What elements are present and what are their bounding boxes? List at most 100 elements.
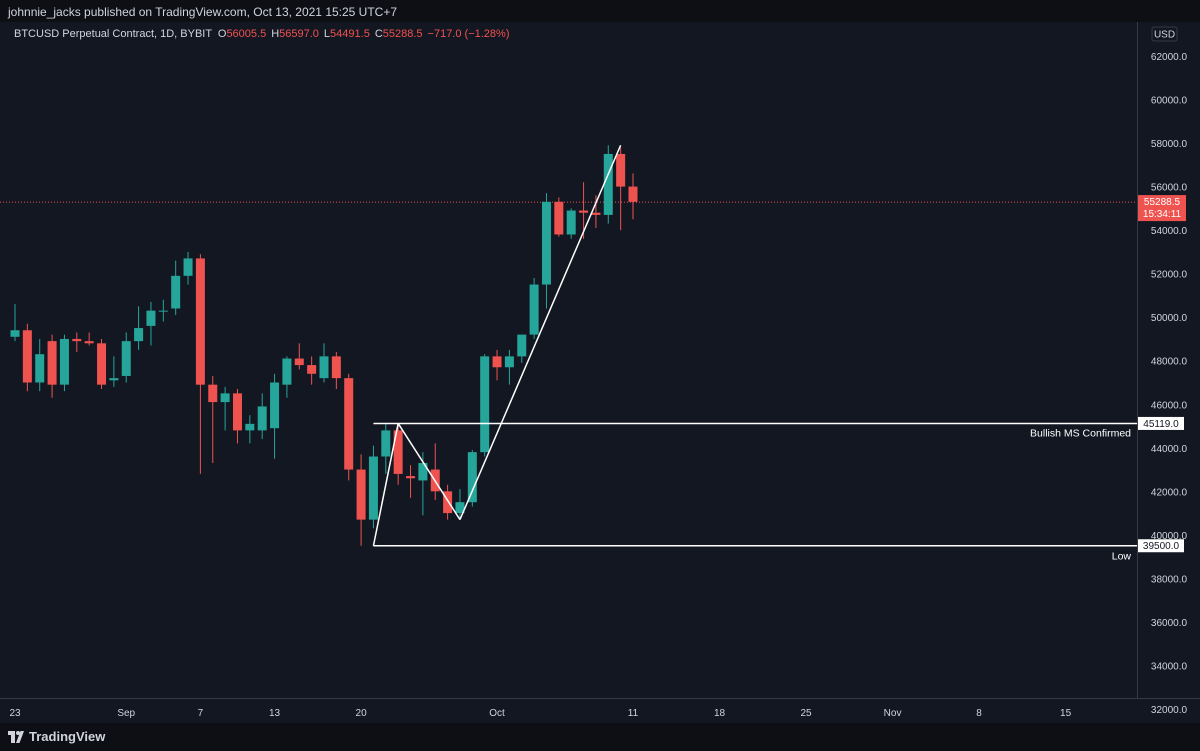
candle — [529, 278, 539, 339]
candle-body — [344, 378, 354, 470]
candle-body — [59, 338, 69, 385]
price-tick-label: 56000.0 — [1151, 183, 1188, 194]
time-tick-label: Oct — [489, 708, 505, 719]
legend-close-label: C — [375, 28, 383, 40]
tradingview-brand: TradingView — [29, 729, 106, 744]
level-label-high: 45119.0 — [1138, 416, 1184, 430]
price-tick-label: 46000.0 — [1151, 400, 1188, 411]
trend-line[interactable] — [372, 423, 399, 546]
candle-body — [504, 356, 514, 368]
candle-body — [72, 338, 82, 342]
price-tick-label: 48000.0 — [1151, 357, 1188, 368]
price-tick-label: 44000.0 — [1151, 444, 1188, 455]
candle — [480, 354, 490, 457]
currency-badge[interactable]: USD — [1151, 26, 1178, 42]
price-tick-label: 62000.0 — [1151, 52, 1188, 63]
candle — [591, 195, 601, 228]
candle — [59, 334, 69, 392]
bullish-ms-annotation: Bullish MS Confirmed — [1030, 427, 1131, 439]
candle-body — [245, 423, 255, 431]
candle — [84, 332, 94, 346]
legend-high-label: H — [271, 28, 279, 40]
candle — [566, 208, 576, 239]
candle-body — [529, 284, 539, 335]
time-tick-label: 18 — [714, 708, 726, 719]
candle-body — [232, 393, 242, 431]
time-tick-label: 25 — [800, 708, 812, 719]
low-annotation: Low — [1112, 551, 1132, 563]
countdown-value: 15:34:11 — [1143, 209, 1182, 220]
candle — [368, 445, 378, 529]
trend-line[interactable] — [397, 423, 461, 521]
time-tick-label: Nov — [884, 708, 902, 719]
candle-body — [406, 476, 416, 479]
candle — [245, 415, 255, 444]
level-label-low: 39500.0 — [1138, 539, 1184, 553]
candle — [134, 306, 144, 350]
time-tick-label: 20 — [356, 708, 368, 719]
legend-title: BTCUSD Perpetual Contract, 1D, BYBIT — [14, 28, 212, 40]
candle-body — [47, 341, 57, 385]
chart-background — [0, 22, 1200, 723]
candle — [344, 373, 354, 481]
candle — [10, 304, 20, 342]
candle-body — [121, 341, 131, 376]
time-tick-label: 13 — [269, 708, 281, 719]
candle-body — [146, 310, 156, 326]
publisher-text: johnnie_jacks published on TradingView.c… — [8, 5, 398, 19]
trend-line[interactable] — [459, 144, 622, 520]
time-tick-label: 11 — [628, 708, 639, 719]
legend-low-label: L — [324, 28, 330, 40]
level-low-value: 39500.0 — [1143, 541, 1180, 552]
candle — [232, 389, 242, 444]
candle — [35, 338, 45, 392]
candle-body — [171, 275, 181, 309]
candle — [47, 334, 57, 398]
publisher-bar: johnnie_jacks published on TradingView.c… — [0, 0, 1200, 22]
drawings[interactable] — [372, 144, 1137, 547]
candle-body — [22, 330, 32, 383]
candle-body — [10, 330, 20, 337]
price-tick-label: 54000.0 — [1151, 226, 1188, 237]
candle-body — [109, 378, 119, 381]
candle-body — [492, 356, 502, 368]
price-tick-label: 40000.0 — [1151, 531, 1188, 542]
candle — [22, 323, 32, 392]
candle — [356, 454, 366, 546]
candle — [467, 449, 477, 507]
candle-body — [307, 365, 317, 374]
candle — [97, 338, 107, 390]
candle-body — [628, 186, 638, 202]
candle — [294, 343, 304, 370]
chart-area[interactable]: 62000.0 60000.0 58000.0 56000.0 54000.0 52000… — [0, 22, 1200, 723]
candle-body — [467, 452, 477, 503]
candles — [10, 145, 638, 546]
candle-body — [381, 430, 391, 457]
candle — [554, 197, 564, 237]
candle-body — [356, 469, 366, 520]
candle — [208, 375, 218, 464]
tradingview-logo[interactable]: TradingView — [8, 729, 105, 744]
time-tick-label: 7 — [198, 708, 204, 719]
time-tick-label: 23 — [9, 708, 21, 719]
time-tick-label: 8 — [976, 708, 982, 719]
candle — [282, 356, 292, 398]
legend-high-value: 56597.0 — [279, 28, 319, 40]
candle-body — [393, 430, 403, 474]
candle-body — [220, 393, 230, 403]
candle-body — [183, 258, 193, 276]
candle — [158, 299, 168, 322]
candle — [171, 260, 181, 316]
legend-change: −717.0 (−1.28%) — [428, 28, 510, 40]
candle — [616, 147, 626, 231]
candle-body — [579, 210, 589, 213]
candle — [455, 489, 465, 520]
candle — [319, 343, 329, 383]
candle-body — [554, 201, 564, 235]
candle-body — [616, 153, 626, 187]
candle — [579, 182, 589, 239]
candle — [443, 484, 453, 520]
candle-body — [158, 310, 168, 312]
candle-body — [603, 153, 613, 215]
candle-body — [97, 343, 107, 385]
